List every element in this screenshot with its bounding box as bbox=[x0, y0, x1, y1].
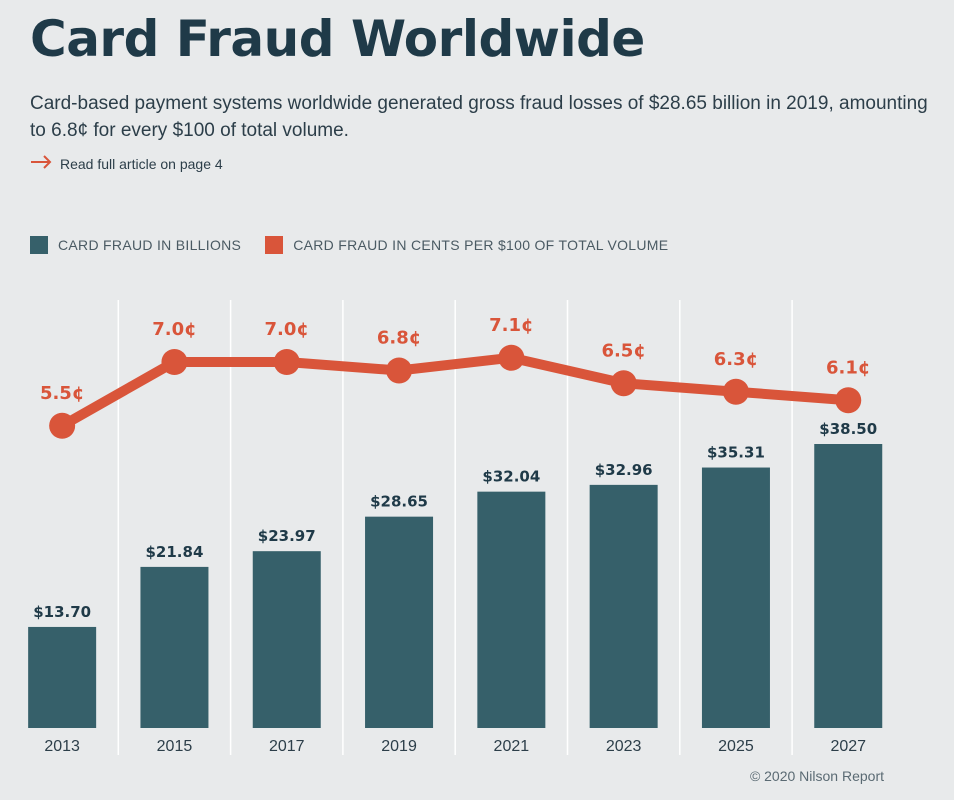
line-label-2027: 6.1¢ bbox=[826, 357, 870, 378]
x-tick-label-2017: 2017 bbox=[269, 738, 305, 755]
bar-2013 bbox=[28, 626, 97, 728]
bar-2027 bbox=[814, 444, 883, 728]
x-tick-label-2019: 2019 bbox=[381, 738, 417, 755]
bar-2015 bbox=[140, 566, 209, 728]
source-credit: © 2020 Nilson Report bbox=[749, 768, 884, 784]
x-tick-label-2013: 2013 bbox=[44, 738, 80, 755]
line-point-2027 bbox=[835, 387, 862, 414]
bar-2025 bbox=[701, 467, 770, 728]
bar-label-2015: $21.84 bbox=[146, 543, 204, 561]
line-label-2023: 6.5¢ bbox=[601, 340, 645, 361]
arrow-right-icon bbox=[30, 155, 52, 172]
line-point-2019 bbox=[386, 357, 413, 384]
bar-label-2017: $23.97 bbox=[258, 527, 316, 545]
read-article-label: Read full article on page 4 bbox=[60, 155, 223, 172]
bar-label-2013: $13.70 bbox=[33, 603, 91, 621]
line-label-2025: 6.3¢ bbox=[714, 349, 758, 370]
legend-swatch-billions bbox=[30, 236, 48, 254]
line-label-2017: 7.0¢ bbox=[265, 319, 309, 340]
line-point-2023 bbox=[610, 370, 637, 397]
bar-2017 bbox=[252, 551, 321, 728]
line-label-2015: 7.0¢ bbox=[152, 319, 196, 340]
line-label-2019: 6.8¢ bbox=[377, 328, 421, 349]
x-tick-label-2015: 2015 bbox=[157, 738, 193, 755]
chart-legend: CARD FRAUD IN BILLIONS CARD FRAUD IN CEN… bbox=[30, 236, 692, 254]
page-subtitle: Card-based payment systems worldwide gen… bbox=[30, 93, 928, 141]
x-tick-label-2027: 2027 bbox=[830, 738, 866, 755]
x-tick-label-2023: 2023 bbox=[606, 738, 642, 755]
bar-label-2023: $32.96 bbox=[595, 461, 653, 479]
line-point-2013 bbox=[49, 412, 76, 439]
bar-2021 bbox=[477, 491, 546, 728]
legend-label-billions: CARD FRAUD IN BILLIONS bbox=[58, 237, 242, 253]
page-title: Card Fraud Worldwide bbox=[30, 10, 645, 68]
legend-swatch-cents bbox=[265, 236, 284, 254]
line-label-2021: 7.1¢ bbox=[489, 315, 533, 336]
read-article-link[interactable]: Read full article on page 4 bbox=[30, 155, 223, 172]
bar-2023 bbox=[589, 484, 658, 728]
line-point-2017 bbox=[273, 349, 300, 375]
bar-label-2025: $35.31 bbox=[707, 444, 765, 462]
legend-item-billions: CARD FRAUD IN BILLIONS bbox=[30, 236, 241, 254]
bar-2019 bbox=[365, 516, 434, 728]
x-tick-label-2021: 2021 bbox=[494, 738, 530, 755]
line-cents bbox=[57, 352, 854, 431]
line-point-2015 bbox=[161, 349, 188, 375]
bar-label-2027: $38.50 bbox=[819, 420, 877, 438]
x-tick-label-2025: 2025 bbox=[718, 738, 754, 755]
line-point-2025 bbox=[722, 378, 749, 405]
legend-item-cents: CARD FRAUD IN CENTS PER $100 OF TOTAL VO… bbox=[265, 236, 668, 254]
bar-label-2021: $32.04 bbox=[482, 468, 540, 486]
legend-label-cents: CARD FRAUD IN CENTS PER $100 OF TOTAL VO… bbox=[293, 237, 669, 253]
line-label-2013: 5.5¢ bbox=[40, 383, 84, 404]
line-point-2021 bbox=[498, 344, 525, 371]
bar-label-2019: $28.65 bbox=[370, 493, 428, 511]
